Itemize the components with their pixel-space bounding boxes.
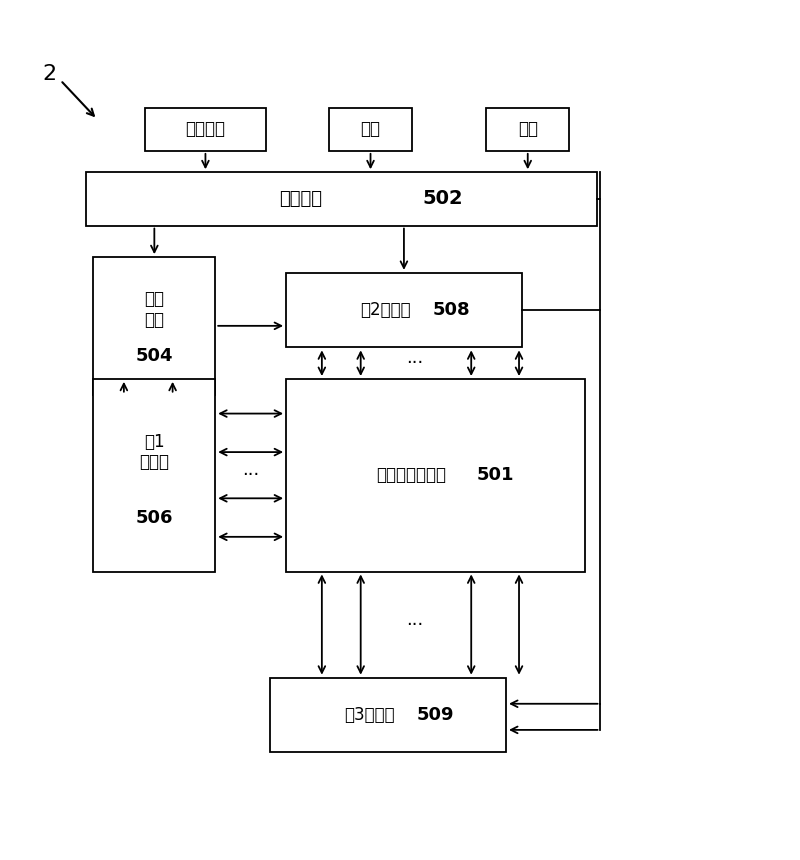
Text: 第3选择线: 第3选择线 [344,706,394,724]
Text: 第2选择线: 第2选择线 [360,301,410,319]
Text: 509: 509 [417,706,454,724]
Bar [486,108,569,151]
Text: 504: 504 [135,347,173,365]
Text: 地址: 地址 [361,120,381,138]
Text: ···: ··· [406,354,423,372]
Text: 502: 502 [423,189,463,208]
Text: 存储器单元阵列: 存储器单元阵列 [377,466,446,484]
Text: 第1
选择线: 第1 选择线 [139,433,170,471]
Text: 506: 506 [135,508,173,526]
Text: 2: 2 [42,64,57,84]
Bar [286,379,585,572]
Bar [270,678,506,752]
Text: 控制电路: 控制电路 [278,190,322,208]
Bar [86,172,597,225]
Bar [94,379,215,572]
Bar [330,108,412,151]
Bar [286,273,522,347]
Text: 控制输入: 控制输入 [186,120,226,138]
Text: ···: ··· [242,466,259,484]
Text: ···: ··· [406,616,423,634]
Text: 数据: 数据 [518,120,538,138]
Text: 508: 508 [432,301,470,319]
Text: 501: 501 [476,466,514,484]
Bar [145,108,266,151]
Text: 电压
产生: 电压 产生 [144,290,164,329]
Bar [94,257,215,395]
